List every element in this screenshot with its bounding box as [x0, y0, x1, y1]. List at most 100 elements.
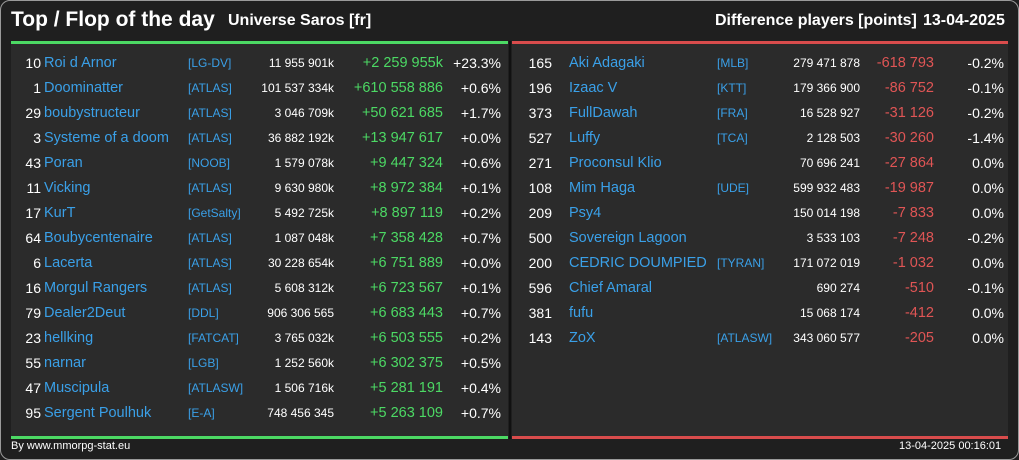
- alliance-tag-link[interactable]: [ATLAS]: [188, 81, 232, 95]
- player-name-link[interactable]: Sovereign Lagoon: [569, 230, 687, 246]
- alliance-tag-link[interactable]: [UDE]: [717, 181, 750, 195]
- page-title: Top / Flop of the day: [11, 8, 215, 31]
- player-name-link[interactable]: Izaac V: [569, 80, 618, 96]
- player-name-link[interactable]: FullDawah: [569, 105, 638, 121]
- alliance-tag-link[interactable]: [ATLAS]: [188, 231, 232, 245]
- player-rank: 381: [528, 305, 552, 321]
- alliance-tag-link[interactable]: [ATLASW]: [188, 381, 244, 395]
- player-points: 1 579 078k: [274, 156, 334, 170]
- percent-change: +0.5%: [460, 355, 501, 371]
- flop-player-row: 196 Izaac V [KTT] 179 366 900 -86 752 -0.1%: [512, 76, 1008, 101]
- player-name-link[interactable]: Muscipula: [44, 380, 110, 396]
- top-player-row: 17 KurT [GetSalty] 5 492 725k +8 897 119 +0.2…: [11, 201, 508, 226]
- flop-player-row: 271 Proconsul Klio 70 696 241 -27 864 0.0%: [512, 151, 1008, 176]
- flop-player-row: 596 Chief Amaral 690 274 -510 -0.1%: [512, 276, 1008, 301]
- percent-change: +0.2%: [460, 330, 501, 346]
- alliance-tag-link[interactable]: [TCA]: [717, 131, 748, 145]
- player-name-link[interactable]: Lacerta: [44, 255, 93, 271]
- alliance-tag-link[interactable]: [MLB]: [717, 56, 749, 70]
- player-name-link[interactable]: Vicking: [44, 180, 91, 196]
- player-name-link[interactable]: Psy4: [569, 205, 602, 221]
- alliance-tag-link[interactable]: [FRA]: [717, 106, 748, 120]
- points-difference: +8 897 119: [371, 205, 443, 221]
- points-difference: -412: [904, 305, 934, 321]
- player-name-link[interactable]: narnar: [44, 355, 86, 371]
- player-name-link[interactable]: Morgul Rangers: [44, 280, 148, 296]
- alliance-tag-link[interactable]: [ATLASW]: [717, 331, 773, 345]
- alliance-tag-link[interactable]: [ATLAS]: [188, 181, 232, 195]
- alliance-tag-link[interactable]: [KTT]: [717, 81, 747, 95]
- percent-change: -0.1%: [967, 80, 1004, 96]
- player-points: 748 456 345: [267, 406, 334, 420]
- player-rank: 196: [528, 80, 552, 96]
- points-difference: +5 281 191: [370, 380, 443, 396]
- player-name-link[interactable]: CEDRIC DOUMPIED: [569, 255, 707, 271]
- player-points: 3 765 032k: [274, 331, 334, 345]
- flop-player-row: 143 ZoX [ATLASW] 343 060 577 -205 0.0%: [512, 326, 1008, 351]
- top-player-row: 23 hellking [FATCAT] 3 765 032k +6 503 555 +0…: [11, 326, 508, 351]
- percent-change: 0.0%: [972, 205, 1004, 221]
- points-difference: +13 947 617: [361, 130, 443, 146]
- top-player-row: 79 Dealer2Deut [DDL] 906 306 565 +6 683 443 +…: [11, 301, 508, 326]
- player-name-link[interactable]: Doominatter: [44, 80, 123, 96]
- player-name-link[interactable]: Luffy: [569, 130, 601, 146]
- player-name-link[interactable]: ZoX: [569, 330, 596, 346]
- player-points: 9 630 980k: [274, 181, 334, 195]
- source-link[interactable]: By www.mmorpg-stat.eu: [11, 440, 131, 452]
- player-name-link[interactable]: Proconsul Klio: [569, 155, 662, 171]
- player-name-link[interactable]: KurT: [44, 205, 76, 221]
- percent-change: +0.1%: [460, 180, 501, 196]
- alliance-tag-link[interactable]: [LGB]: [188, 356, 219, 370]
- top-players-panel: 10 Roi d Arnor [LG-DV] 11 955 901k +2 259 95…: [11, 41, 508, 439]
- top-player-row: 10 Roi d Arnor [LG-DV] 11 955 901k +2 259 95…: [11, 51, 508, 76]
- alliance-tag-link[interactable]: [E-A]: [188, 406, 215, 420]
- player-name-link[interactable]: Sergent Poulhuk: [44, 405, 152, 421]
- player-name-link[interactable]: Dealer2Deut: [44, 305, 126, 321]
- player-rank: 55: [25, 355, 41, 371]
- points-difference: +6 723 567: [370, 280, 443, 296]
- player-name-link[interactable]: Chief Amaral: [569, 280, 653, 296]
- points-difference: +6 751 889: [370, 255, 443, 271]
- alliance-tag-link[interactable]: [GetSalty]: [188, 206, 241, 220]
- alliance-tag-link[interactable]: [DDL]: [188, 306, 219, 320]
- player-points: 906 306 565: [267, 306, 334, 320]
- points-difference: +6 683 443: [370, 305, 443, 321]
- top-player-row: 47 Muscipula [ATLASW] 1 506 716k +5 281 191 +…: [11, 376, 508, 401]
- alliance-tag-link[interactable]: [NOOB]: [188, 156, 231, 170]
- player-name-link[interactable]: Systeme of a doom: [44, 130, 169, 146]
- points-difference: +6 503 555: [370, 330, 443, 346]
- points-difference: +2 259 955k: [362, 55, 443, 71]
- panel-divider: [509, 41, 511, 439]
- points-difference: -1 032: [892, 255, 934, 271]
- top-player-row: 11 Vicking [ATLAS] 9 630 980k +8 972 384 +0.1…: [11, 176, 508, 201]
- points-difference: -19 987: [884, 180, 934, 196]
- alliance-tag-link[interactable]: [TYRAN]: [717, 256, 765, 270]
- alliance-tag-link[interactable]: [ATLAS]: [188, 256, 232, 270]
- points-difference: +6 302 375: [370, 355, 443, 371]
- player-name-link[interactable]: Mim Haga: [569, 180, 636, 196]
- player-name-link[interactable]: Aki Adagaki: [569, 55, 645, 71]
- percent-change: 0.0%: [972, 330, 1004, 346]
- player-name-link[interactable]: Boubycentenaire: [44, 230, 153, 246]
- player-rank: 200: [528, 255, 552, 271]
- alliance-tag-link[interactable]: [ATLAS]: [188, 131, 232, 145]
- top-player-row: 6 Lacerta [ATLAS] 30 228 654k +6 751 889 +0.0…: [11, 251, 508, 276]
- player-points: 179 366 900: [793, 81, 860, 95]
- percent-change: +0.1%: [460, 280, 501, 296]
- percent-change: -0.2%: [967, 55, 1004, 71]
- top-player-row: 16 Morgul Rangers [ATLAS] 5 608 312k +6 723 …: [11, 276, 508, 301]
- player-name-link[interactable]: hellking: [44, 330, 94, 346]
- top-player-row: 1 Doominatter [ATLAS] 101 537 334k +610 558 …: [11, 76, 508, 101]
- alliance-tag-link[interactable]: [ATLAS]: [188, 106, 232, 120]
- alliance-tag-link[interactable]: [ATLAS]: [188, 281, 232, 295]
- player-name-link[interactable]: boubystructeur: [44, 105, 140, 121]
- alliance-tag-link[interactable]: [FATCAT]: [188, 331, 239, 345]
- percent-change: 0.0%: [972, 305, 1004, 321]
- top-player-row: 3 Systeme of a doom [ATLAS] 36 882 192k +13 …: [11, 126, 508, 151]
- alliance-tag-link[interactable]: [LG-DV]: [188, 56, 232, 70]
- player-name-link[interactable]: fufu: [569, 305, 594, 321]
- player-name-link[interactable]: Roi d Arnor: [44, 55, 117, 71]
- player-name-link[interactable]: Poran: [44, 155, 83, 171]
- player-rank: 79: [25, 305, 41, 321]
